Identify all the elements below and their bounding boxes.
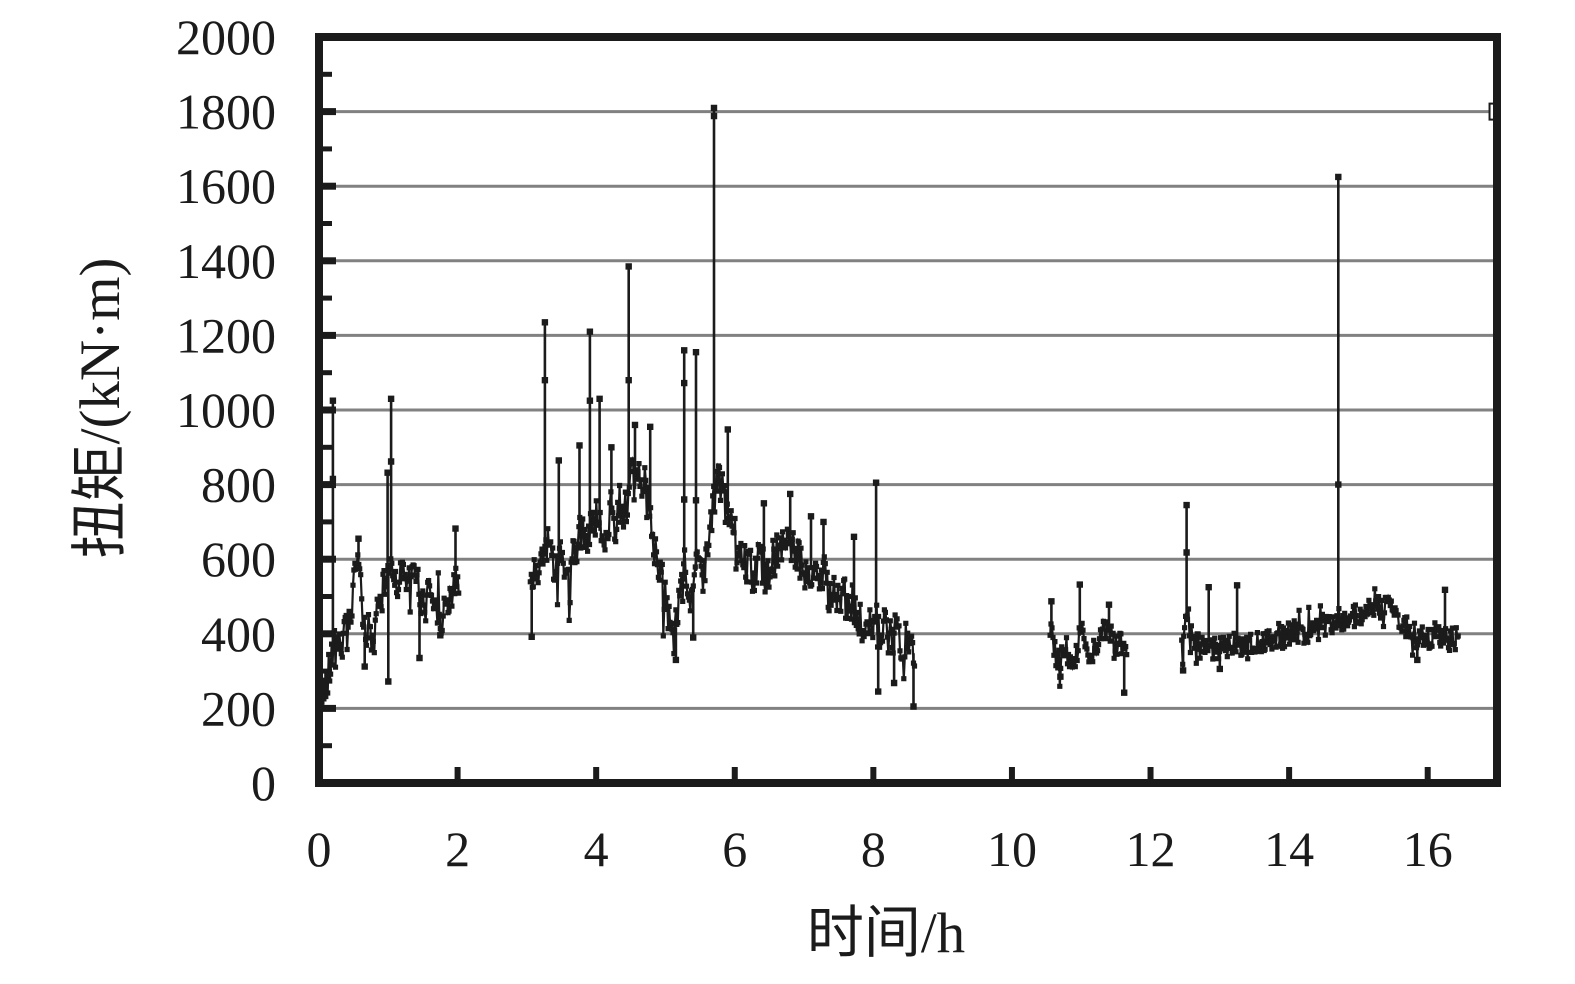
- x-tick-label: 6: [722, 821, 747, 877]
- y-axis-tick: [323, 331, 336, 339]
- x-tick-label: 16: [1403, 821, 1453, 877]
- y-axis-tick: [323, 481, 336, 489]
- x-tick-label: 2: [445, 821, 470, 877]
- y-tick-label: 200: [201, 680, 276, 736]
- y-axis-tick: [323, 444, 332, 450]
- x-axis-tick: [1286, 767, 1293, 779]
- y-axis-tick: [323, 295, 332, 301]
- y-axis-tick: [323, 630, 336, 638]
- x-tick-label: 12: [1126, 821, 1176, 877]
- y-axis-tick: [323, 519, 332, 525]
- y-axis-title: 扭矩/(kN·m): [69, 257, 132, 559]
- x-tick-label: 0: [307, 821, 332, 877]
- y-axis-tick: [323, 146, 332, 152]
- y-axis-tick: [323, 704, 336, 712]
- y-tick-label: 1000: [176, 382, 276, 438]
- y-tick-label: 1600: [176, 158, 276, 214]
- y-tick-label: 400: [201, 606, 276, 662]
- x-tick-label: 8: [861, 821, 886, 877]
- data-series-markers: [316, 552, 462, 710]
- x-axis-tick: [593, 767, 600, 779]
- y-axis-tick: [323, 406, 336, 414]
- data-series-markers: [1179, 586, 1461, 667]
- x-axis-tick: [454, 767, 461, 779]
- spike-lines: [331, 107, 1447, 707]
- data-series-markers: [1047, 618, 1130, 689]
- y-tick-label: 1800: [176, 84, 276, 140]
- y-tick-label: 1400: [176, 233, 276, 289]
- y-axis-tick: [323, 108, 336, 116]
- y-axis-tick: [323, 257, 336, 265]
- y-axis-tick: [323, 182, 336, 190]
- y-tick-label: 600: [201, 531, 276, 587]
- y-axis-tick: [323, 221, 332, 226]
- x-tick-label: 14: [1264, 821, 1314, 877]
- x-axis-tick: [731, 767, 738, 779]
- y-tick-label: 2000: [176, 9, 276, 65]
- y-tick-label: 800: [201, 457, 276, 513]
- x-axis-title: 时间/h: [806, 902, 966, 965]
- axis-frame: [315, 33, 1501, 787]
- y-axis-tick: [323, 370, 332, 376]
- x-axis-tick: [870, 767, 877, 779]
- y-axis-tick: [323, 71, 332, 77]
- y-tick-label: 1200: [176, 307, 276, 363]
- x-axis-tick: [1424, 767, 1431, 779]
- data-series-markers: [527, 457, 918, 682]
- x-tick-label: 10: [987, 821, 1037, 877]
- y-tick-label: 0: [251, 755, 276, 811]
- y-axis-tick: [323, 594, 332, 599]
- x-tick-label: 4: [584, 821, 609, 877]
- x-axis-tick: [1008, 767, 1015, 779]
- y-axis-tick: [323, 555, 336, 563]
- x-axis-tick: [1147, 767, 1154, 779]
- y-axis-tick: [323, 743, 332, 749]
